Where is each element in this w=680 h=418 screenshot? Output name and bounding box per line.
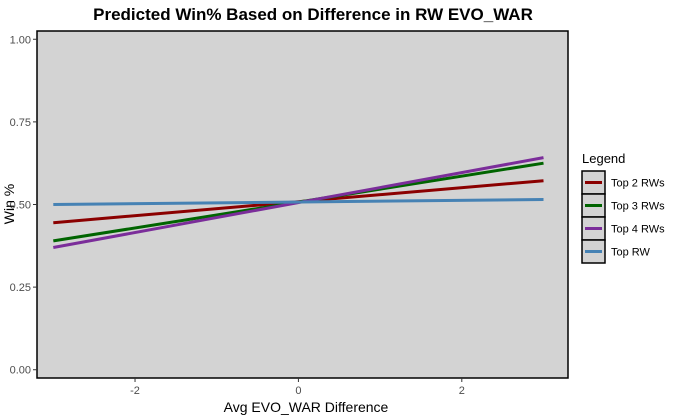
- y-axis: 0.00 0.25 0.50 0.75 1.00: [10, 34, 37, 377]
- legend-items: Top 2 RWs Top 3 RWs Top 4 RWs Top RW: [581, 170, 665, 264]
- chart-title: Predicted Win% Based on Difference in RW…: [93, 5, 533, 24]
- legend-label: Top RW: [611, 247, 651, 259]
- legend-label: Top 3 RWs: [611, 201, 665, 213]
- legend-item: Top 4 RWs: [581, 216, 665, 241]
- series-lines: [53, 156, 544, 249]
- x-axis-title: Avg EVO_WAR Difference: [224, 399, 389, 415]
- x-tick-label: 2: [459, 385, 465, 397]
- legend: Legend Top 2 RWs Top 3 RWs Top 4 RWs Top RW: [581, 151, 665, 264]
- series-line-top-rw: [53, 198, 544, 206]
- y-tick-label: 0.50: [10, 200, 31, 212]
- y-axis-title: Win %: [1, 184, 17, 224]
- y-tick-label: 0.75: [10, 117, 31, 129]
- legend-label: Top 2 RWs: [611, 178, 665, 190]
- y-tick-label: 0.00: [10, 365, 31, 377]
- y-tick-label: 0.25: [10, 282, 31, 294]
- x-tick-label: -2: [130, 385, 140, 397]
- legend-item: Top RW: [581, 239, 651, 264]
- legend-item: Top 3 RWs: [581, 193, 665, 218]
- legend-title: Legend: [582, 151, 625, 166]
- legend-item: Top 2 RWs: [581, 170, 665, 195]
- y-tick-label: 1.00: [10, 34, 31, 46]
- x-axis: -2 0 2: [130, 378, 465, 397]
- x-tick-label: 0: [295, 385, 301, 397]
- legend-label: Top 4 RWs: [611, 224, 665, 236]
